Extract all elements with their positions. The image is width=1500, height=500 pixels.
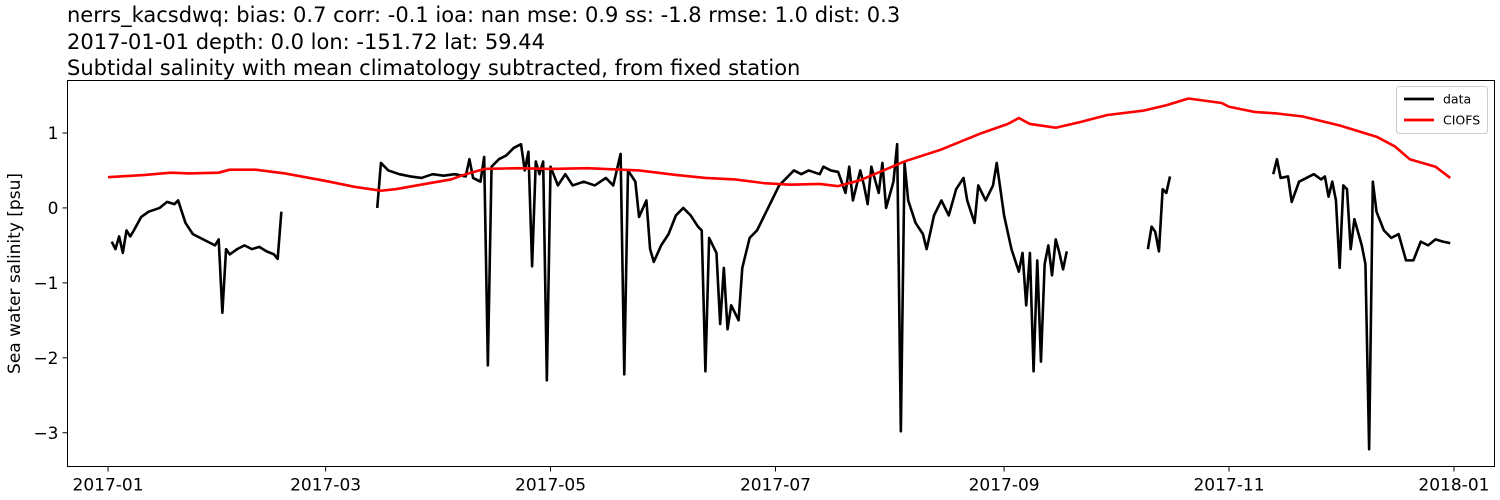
legend: data CIOFS	[1396, 86, 1488, 134]
series-line-data	[110, 199, 283, 315]
x-tick-label: 2017-01	[73, 476, 144, 496]
x-tick-label: 2017-05	[515, 476, 586, 496]
chart-title: Subtidal salinity with mean climatology …	[67, 56, 801, 80]
series-layer	[107, 97, 1452, 451]
chart-title-block: nerrs_kacsdwq: bias: 0.7 corr: -0.1 ioa:…	[67, 2, 900, 82]
y-axis: 1 0 −1 −2 −3	[33, 124, 68, 444]
station-info-line: 2017-01-01 depth: 0.0 lon: -151.72 lat: …	[67, 29, 545, 54]
series-line-ciofs	[107, 97, 1452, 192]
x-tick-label: 2017-09	[969, 476, 1040, 496]
x-tick-label: 2017-03	[290, 476, 361, 496]
y-axis-label: Sea water salinity [psu]	[5, 173, 25, 374]
series-line-data	[1146, 176, 1172, 253]
series-line-data	[1271, 157, 1451, 451]
plot-area	[67, 80, 1495, 467]
y-tick-label: −3	[33, 424, 58, 444]
y-tick-label: −1	[33, 274, 58, 294]
series-ciofs	[107, 97, 1452, 192]
y-tick-label: 1	[48, 124, 59, 144]
x-tick-label: 2017-11	[1193, 476, 1264, 496]
series-data	[110, 142, 1451, 451]
x-tick-label: 2017-07	[740, 476, 811, 496]
y-tick-label: 0	[48, 199, 59, 219]
y-tick-label: −2	[33, 349, 58, 369]
legend-label-data: data	[1443, 92, 1471, 107]
stats-title-line: nerrs_kacsdwq: bias: 0.7 corr: -0.1 ioa:…	[67, 3, 901, 27]
x-tick-label: 2018-01	[1418, 476, 1489, 496]
x-axis: 2017-01 2017-03 2017-05 2017-07 2017-09 2017-…	[73, 466, 1489, 496]
legend-label-ciofs: CIOFS	[1443, 113, 1480, 128]
series-line-data	[375, 142, 1069, 433]
